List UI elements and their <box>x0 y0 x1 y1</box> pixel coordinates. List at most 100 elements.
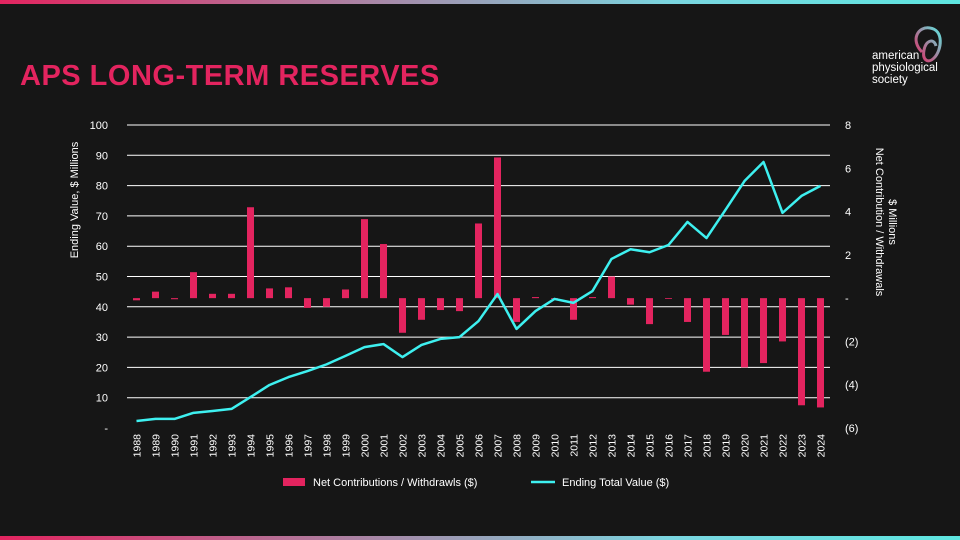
x-tick-label: 2019 <box>721 434 733 458</box>
y-tick-label: 50 <box>96 272 108 284</box>
bar-2017 <box>684 298 691 322</box>
x-tick-label: 1993 <box>227 434 239 458</box>
y-tick-label: 10 <box>96 393 108 405</box>
page-title: APS LONG-TERM RESERVES <box>20 60 440 92</box>
bar-2015 <box>646 298 653 325</box>
bar-2004 <box>437 298 444 311</box>
x-tick-label: 2009 <box>531 434 543 458</box>
y-tick-label: - <box>104 423 108 435</box>
x-tick-label: 2000 <box>360 434 372 458</box>
y-right-tick-label: 8 <box>845 120 851 132</box>
x-tick-label: 1988 <box>132 434 144 458</box>
x-tick-label: 2006 <box>474 434 486 458</box>
x-tick-label: 1998 <box>322 434 334 458</box>
logo-line: society <box>872 74 908 86</box>
y-tick-label: 30 <box>96 332 108 344</box>
x-tick-label: 2014 <box>626 434 638 458</box>
top-gradient-border <box>0 0 960 4</box>
x-tick-label: 2003 <box>417 434 429 458</box>
y-right-tick-label: - <box>845 293 849 305</box>
x-tick-label: 2013 <box>607 434 619 458</box>
bar-2020 <box>741 298 748 368</box>
legend-swatch-bars <box>283 478 305 486</box>
x-tick-label: 2007 <box>493 434 505 458</box>
bar-2009 <box>532 297 539 299</box>
y-right-tick-label: (4) <box>845 380 858 392</box>
bar-2019 <box>722 298 729 335</box>
x-tick-label: 2015 <box>645 434 657 458</box>
x-tick-label: 1990 <box>170 434 182 458</box>
x-tick-label: 2018 <box>702 434 714 458</box>
x-tick-label: 2022 <box>778 434 790 458</box>
bar-2001 <box>380 244 387 299</box>
x-tick-label: 2010 <box>550 434 562 458</box>
bar-2003 <box>418 298 425 320</box>
x-tick-label: 1996 <box>284 434 296 458</box>
x-tick-label: 1997 <box>303 434 315 458</box>
logo-line: american <box>872 50 920 62</box>
x-tick-label: 1989 <box>151 434 163 458</box>
legend-label-line: Ending Total Value ($) <box>562 477 669 489</box>
bar-2014 <box>627 298 634 305</box>
y-right-tick-label: (6) <box>845 423 858 435</box>
y-right-axis-label: $ Millions <box>886 199 898 245</box>
bar-2023 <box>798 298 805 406</box>
x-tick-label: 2005 <box>455 434 467 458</box>
bar-2018 <box>703 298 710 372</box>
x-tick-label: 2002 <box>398 434 410 458</box>
bar-1989 <box>152 291 159 299</box>
x-tick-label: 2024 <box>816 434 828 458</box>
bar-2005 <box>456 298 463 312</box>
y-tick-label: 40 <box>96 302 108 314</box>
y-right-tick-label: 2 <box>845 250 851 262</box>
bar-1999 <box>342 289 349 299</box>
bar-1992 <box>209 293 216 299</box>
x-tick-label: 2011 <box>569 434 581 457</box>
bar-1995 <box>266 288 273 299</box>
x-tick-label: 1992 <box>208 434 220 458</box>
x-tick-label: 2008 <box>512 434 524 458</box>
y-right-tick-label: 6 <box>845 163 851 175</box>
y-right-tick-label: (2) <box>845 336 858 348</box>
bar-2012 <box>589 297 596 299</box>
bar-2021 <box>760 298 767 364</box>
y-tick-label: 90 <box>96 150 108 162</box>
bar-2007 <box>494 157 501 299</box>
y-tick-label: 100 <box>90 120 108 132</box>
aps-logo-icon <box>914 26 942 63</box>
x-tick-label: 1995 <box>265 434 277 458</box>
logo-text: american physiological society <box>872 50 938 86</box>
bar-1990 <box>171 298 178 300</box>
bar-1991 <box>190 272 197 299</box>
x-tick-label: 2001 <box>379 434 391 458</box>
bar-2002 <box>399 298 406 333</box>
bar-1993 <box>228 293 235 299</box>
x-tick-label: 2023 <box>797 434 809 458</box>
bar-2006 <box>475 223 482 299</box>
legend-label-bars: Net Contributions / Withdrawls ($) <box>313 477 477 489</box>
bar-2016 <box>665 298 672 299</box>
bar-2013 <box>608 276 615 299</box>
y-axis-label: Ending Value, $ Millions <box>69 141 81 258</box>
y-tick-label: 70 <box>96 211 108 223</box>
x-tick-label: 2016 <box>664 434 676 458</box>
x-tick-label: 2004 <box>436 434 448 458</box>
bar-2008 <box>513 298 520 322</box>
bar-1996 <box>285 287 292 299</box>
x-tick-label: 2020 <box>740 434 752 458</box>
bar-1988 <box>133 298 140 301</box>
y-tick-label: 80 <box>96 181 108 193</box>
bar-2000 <box>361 219 368 299</box>
bar-1994 <box>247 207 254 299</box>
bar-2022 <box>779 298 786 342</box>
y-right-tick-label: 4 <box>845 207 851 219</box>
x-tick-label: 1994 <box>246 434 258 458</box>
y-right-axis-label: Net Contribution / Withdrawals <box>873 148 885 297</box>
bottom-gradient-border <box>0 536 960 540</box>
bar-2024 <box>817 298 824 408</box>
y-tick-label: 20 <box>96 362 108 374</box>
x-tick-label: 2012 <box>588 434 600 458</box>
bar-1998 <box>323 298 330 307</box>
x-tick-label: 2021 <box>759 434 771 458</box>
